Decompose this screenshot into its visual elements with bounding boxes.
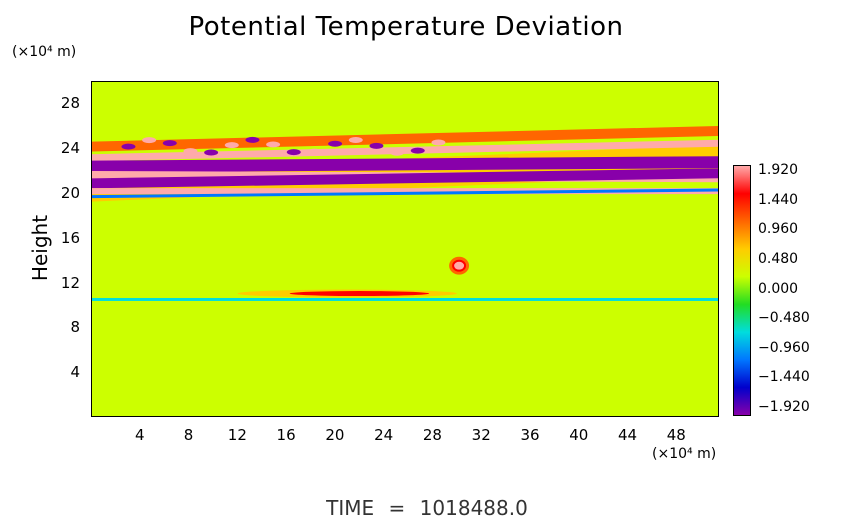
shear-layer-hot	[289, 291, 430, 297]
time-equals: =	[388, 496, 406, 520]
x-tick-label: 8	[183, 426, 194, 444]
wave-crest	[142, 137, 157, 144]
wave-crest	[328, 140, 343, 147]
x-tick-label: 48	[666, 426, 686, 444]
wave-crest	[224, 142, 239, 149]
wave-crest	[348, 136, 363, 143]
colorbar-tick-label: −1.440	[758, 369, 810, 386]
x-tick-label: 24	[374, 426, 394, 444]
y-tick-label: 24	[60, 139, 80, 158]
y-tick-label: 28	[60, 94, 80, 113]
band-cold-upper	[92, 156, 718, 173]
y-tick-label: 4	[70, 363, 80, 382]
x-tick-label: 12	[227, 426, 247, 444]
time-value: 1018488.0	[419, 496, 528, 520]
wave-crest	[369, 142, 384, 149]
wave-crest	[266, 141, 281, 148]
wave-crest	[431, 139, 446, 146]
wave-crest	[183, 148, 198, 155]
y-tick-label: 12	[60, 273, 80, 292]
y-tick-label: 16	[60, 228, 80, 247]
time-readout: TIME = 1018488.0	[0, 496, 854, 520]
eddy-core	[452, 259, 467, 272]
chart-title: Potential Temperature Deviation	[188, 12, 624, 42]
colorbar-tick-label: 0.000	[758, 280, 799, 297]
x-tick-label: 44	[617, 426, 638, 444]
time-label: TIME	[326, 496, 375, 520]
wave-crest	[162, 140, 177, 147]
colorbar	[733, 165, 751, 416]
band-upper-red	[92, 139, 718, 162]
colorbar-tick-label: 0.480	[758, 250, 799, 267]
band-cold-lower	[92, 168, 718, 189]
x-tick-label: 36	[520, 426, 540, 444]
plot-area	[91, 81, 719, 417]
x-tick-label: 20	[325, 426, 345, 444]
wave-crest	[286, 149, 301, 156]
wave-crest	[245, 136, 260, 143]
y-tick-label: 20	[60, 184, 80, 202]
colorbar-tick-label: −0.960	[758, 339, 810, 356]
colorbar-tick-label: 1.440	[758, 191, 799, 208]
shear-layer-cold	[92, 297, 718, 301]
x-tick-label: 28	[422, 426, 442, 444]
y-tick-label: 8	[70, 318, 80, 337]
band-upper-warm	[92, 126, 718, 152]
x-tick-label: 4	[134, 426, 145, 444]
colorbar-tick-label: 0.960	[758, 221, 799, 238]
x-tick-label: 16	[276, 426, 296, 444]
wave-crest	[390, 149, 405, 156]
x-tick-label: 32	[471, 426, 491, 444]
x-axis-unit: (×10⁴ m)	[652, 446, 717, 462]
y-axis-unit: (×10⁴ m)	[12, 44, 77, 60]
wave-crest	[410, 147, 425, 154]
heatmap-field	[92, 82, 718, 416]
band-cold-edge	[92, 188, 718, 199]
colorbar-tick-label: −1.920	[758, 399, 810, 415]
colorbar-tick-label: −0.480	[758, 310, 810, 327]
x-tick-label: 40	[569, 426, 589, 444]
wave-crest	[121, 143, 136, 150]
y-axis-label: Height	[28, 214, 52, 282]
wave-crest	[307, 148, 322, 155]
wave-crest	[204, 149, 219, 156]
colorbar-tick-label: 1.920	[758, 162, 799, 178]
